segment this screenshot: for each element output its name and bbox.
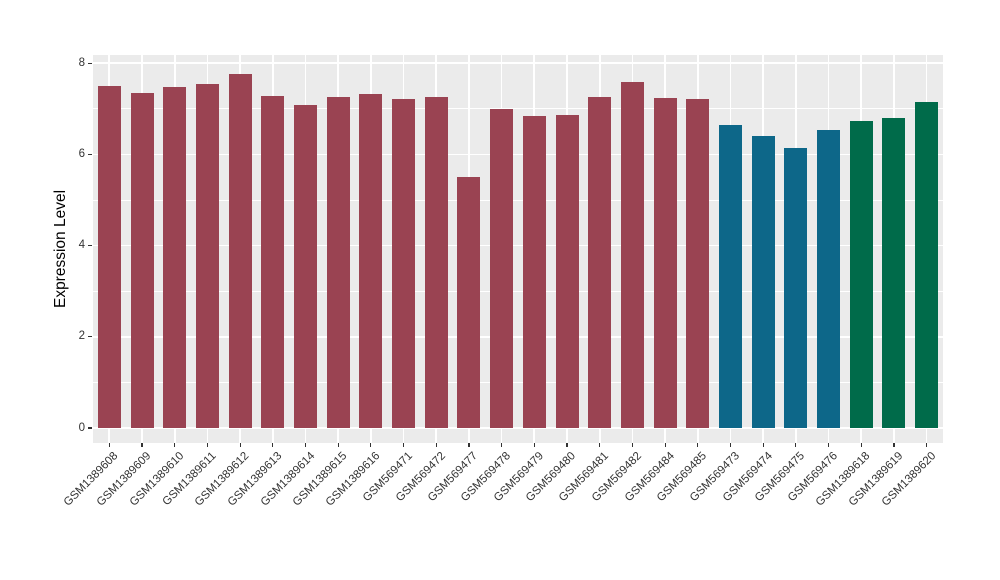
- bar-GSM569477: [457, 177, 481, 428]
- bar-GSM1389611: [195, 83, 219, 428]
- gridline-minor: [93, 108, 943, 110]
- y-tick-mark: [88, 245, 92, 247]
- x-tick-mark: [893, 443, 895, 447]
- x-tick-mark: [370, 443, 372, 447]
- x-tick-mark: [501, 443, 503, 447]
- y-tick-mark: [88, 427, 92, 429]
- bar-GSM1389610: [163, 86, 187, 428]
- x-tick-mark: [664, 443, 666, 447]
- bar-GSM569474: [751, 136, 775, 428]
- y-tick-label: 8: [78, 56, 85, 69]
- x-tick-mark: [631, 443, 633, 447]
- y-tick-label: 4: [78, 239, 85, 252]
- bar-GSM1389612: [228, 74, 252, 428]
- x-tick-mark: [860, 443, 862, 447]
- bar-GSM569479: [522, 116, 546, 428]
- gridline-major: [93, 62, 943, 64]
- x-tick-mark: [926, 443, 928, 447]
- bar-GSM569480: [555, 115, 579, 428]
- bar-GSM1389608: [97, 86, 121, 428]
- bar-GSM1389613: [261, 95, 285, 428]
- bar-GSM1389609: [130, 92, 154, 428]
- bar-GSM569481: [588, 96, 612, 428]
- x-tick-mark: [599, 443, 601, 447]
- x-tick-mark: [206, 443, 208, 447]
- gridline-minor: [93, 290, 943, 292]
- bar-GSM569472: [424, 96, 448, 428]
- x-tick-mark: [304, 443, 307, 447]
- bar-GSM1389618: [849, 121, 873, 428]
- x-tick-mark: [402, 443, 405, 447]
- x-tick-mark: [108, 443, 110, 447]
- gridline-minor: [93, 381, 943, 383]
- gridline-major: [93, 153, 943, 156]
- bar-GSM1389615: [326, 96, 350, 428]
- bar-GSM1389616: [359, 94, 383, 428]
- bar-GSM569475: [784, 148, 808, 428]
- x-tick-mark: [174, 443, 176, 447]
- gridline-major: [93, 244, 943, 247]
- x-tick-mark: [272, 443, 274, 447]
- y-tick-label: 0: [78, 421, 85, 434]
- bar-GSM569476: [817, 130, 841, 428]
- x-tick-mark: [795, 443, 797, 447]
- y-tick-mark: [88, 62, 92, 64]
- bar-GSM569478: [490, 108, 514, 428]
- x-tick-mark: [337, 443, 339, 447]
- x-tick-mark: [566, 443, 568, 447]
- y-tick-mark: [88, 153, 92, 155]
- bar-GSM1389614: [294, 105, 317, 428]
- bar-GSM569485: [686, 98, 710, 428]
- x-tick-mark: [435, 443, 437, 447]
- plot-panel: [93, 55, 943, 443]
- gridline-major: [93, 427, 943, 429]
- bar-GSM569484: [653, 97, 677, 428]
- x-tick-mark: [729, 443, 732, 447]
- gridline-major: [93, 336, 943, 338]
- x-tick-mark: [468, 443, 470, 447]
- x-tick-mark: [762, 443, 764, 447]
- x-tick-mark: [697, 443, 699, 447]
- x-tick-mark: [239, 443, 241, 447]
- bar-GSM1389620: [915, 102, 939, 428]
- bar-GSM569482: [620, 81, 644, 428]
- x-tick-mark: [141, 443, 143, 447]
- y-tick-label: 6: [78, 147, 85, 160]
- x-tick-mark: [827, 443, 830, 447]
- y-tick-mark: [88, 336, 92, 338]
- gridline-minor: [93, 199, 943, 201]
- y-tick-label: 2: [78, 330, 85, 343]
- x-tick-mark: [533, 443, 535, 447]
- bar-GSM569473: [719, 125, 742, 428]
- bar-GSM1389619: [882, 118, 906, 428]
- bar-GSM569471: [392, 99, 416, 428]
